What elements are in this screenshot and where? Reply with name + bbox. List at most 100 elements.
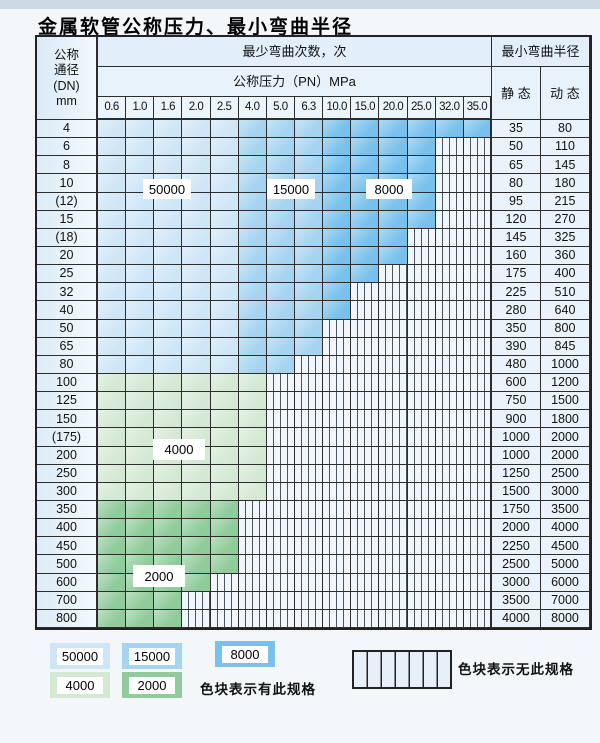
spec-cell	[435, 591, 464, 610]
spec-cell	[351, 464, 380, 483]
spec-cell	[154, 373, 183, 393]
spec-cell	[210, 573, 239, 592]
dynamic-value: 270	[540, 210, 590, 229]
spec-cell	[154, 500, 183, 520]
spec-cell	[238, 156, 267, 175]
spec-cell	[210, 156, 239, 175]
spec-cell	[294, 537, 324, 556]
spec-cell	[323, 301, 352, 320]
spec-cell	[238, 500, 267, 520]
spec-cell	[463, 482, 492, 501]
dn-value: 450	[37, 537, 98, 556]
spec-cell	[266, 446, 295, 465]
spec-cell	[238, 283, 267, 302]
spec-cell	[294, 120, 324, 139]
spec-cell	[98, 392, 127, 411]
spec-cell	[294, 156, 324, 175]
static-value: 2000	[491, 519, 541, 538]
pressure-col-header: 10.0	[323, 97, 352, 120]
spec-cell	[351, 265, 380, 284]
spec-cell	[323, 246, 352, 266]
spec-cell	[154, 537, 183, 556]
dn-value: 150	[37, 410, 98, 429]
spec-cell	[323, 446, 352, 465]
spec-cell	[463, 192, 492, 211]
spec-cell	[98, 609, 127, 628]
spec-cell	[379, 319, 408, 338]
dn-value: 4	[37, 120, 98, 139]
dynamic-value: 1000	[540, 355, 590, 374]
spec-cell	[351, 555, 380, 574]
static-value: 390	[491, 337, 541, 356]
spec-cell	[379, 555, 408, 574]
dynamic-value: 1200	[540, 373, 590, 393]
spec-cell	[463, 392, 492, 411]
dn-value: 700	[37, 591, 98, 610]
spec-cell	[435, 373, 464, 393]
dynamic-value: 180	[540, 174, 590, 193]
spec-cell	[154, 464, 183, 483]
spec-cell	[266, 138, 295, 157]
spec-cell	[323, 591, 352, 610]
dn-value: 50	[37, 319, 98, 338]
spec-cell	[238, 573, 267, 592]
spec-cell	[379, 138, 408, 157]
spec-cell	[126, 337, 155, 356]
dn-value: (12)	[37, 192, 98, 211]
spec-cell	[323, 283, 352, 302]
spec-cell	[238, 609, 267, 628]
dn-value: 200	[37, 446, 98, 465]
pressure-col-header: 32.0	[435, 97, 464, 120]
static-value: 2250	[491, 537, 541, 556]
spec-cell	[435, 555, 464, 574]
spec-cell	[463, 500, 492, 520]
spec-cell	[266, 591, 295, 610]
spec-cell	[351, 228, 380, 247]
spec-cell	[435, 337, 464, 356]
spec-cell	[407, 228, 436, 247]
spec-cell	[154, 410, 183, 429]
spec-cell	[407, 283, 436, 302]
legend-swatch-50000: 50000	[50, 643, 110, 669]
spec-cell	[463, 210, 492, 229]
static-value: 280	[491, 301, 541, 320]
spec-cell	[126, 410, 155, 429]
spec-cell	[182, 156, 211, 175]
spec-cell	[294, 138, 324, 157]
spec-cell	[266, 410, 295, 429]
spec-cell	[323, 482, 352, 501]
static-value: 3500	[491, 591, 541, 610]
static-value: 4000	[491, 609, 541, 628]
spec-cell	[98, 337, 127, 356]
dynamic-value: 360	[540, 246, 590, 266]
dynamic-value: 400	[540, 265, 590, 284]
spec-cell	[210, 265, 239, 284]
spec-cell	[210, 355, 239, 374]
pressure-col-header: 2.0	[182, 97, 211, 120]
spec-cell	[238, 337, 267, 356]
spec-cell	[98, 138, 127, 157]
dynamic-value: 110	[540, 138, 590, 157]
spec-cell	[182, 120, 211, 139]
pressure-col-header: 4.0	[238, 97, 267, 120]
spec-cell	[266, 482, 295, 501]
spec-cell	[126, 301, 155, 320]
spec-cell	[238, 428, 267, 447]
corner-header: 公称 通径 (DN) mm	[37, 37, 98, 120]
dn-value: 6	[37, 138, 98, 157]
spec-cell	[266, 609, 295, 628]
spec-cell	[294, 283, 324, 302]
spec-cell	[266, 319, 295, 338]
spec-cell	[182, 228, 211, 247]
dynamic-value: 845	[540, 337, 590, 356]
static-value: 600	[491, 373, 541, 393]
spec-cell	[182, 482, 211, 501]
legend-swatch-label: 4000	[57, 676, 103, 694]
legend-swatch-15000: 15000	[122, 643, 182, 669]
spec-cell	[435, 355, 464, 374]
dynamic-value: 510	[540, 283, 590, 302]
spec-cell	[351, 519, 380, 538]
spec-cell	[126, 319, 155, 338]
static-value: 750	[491, 392, 541, 411]
spec-cell	[210, 120, 239, 139]
